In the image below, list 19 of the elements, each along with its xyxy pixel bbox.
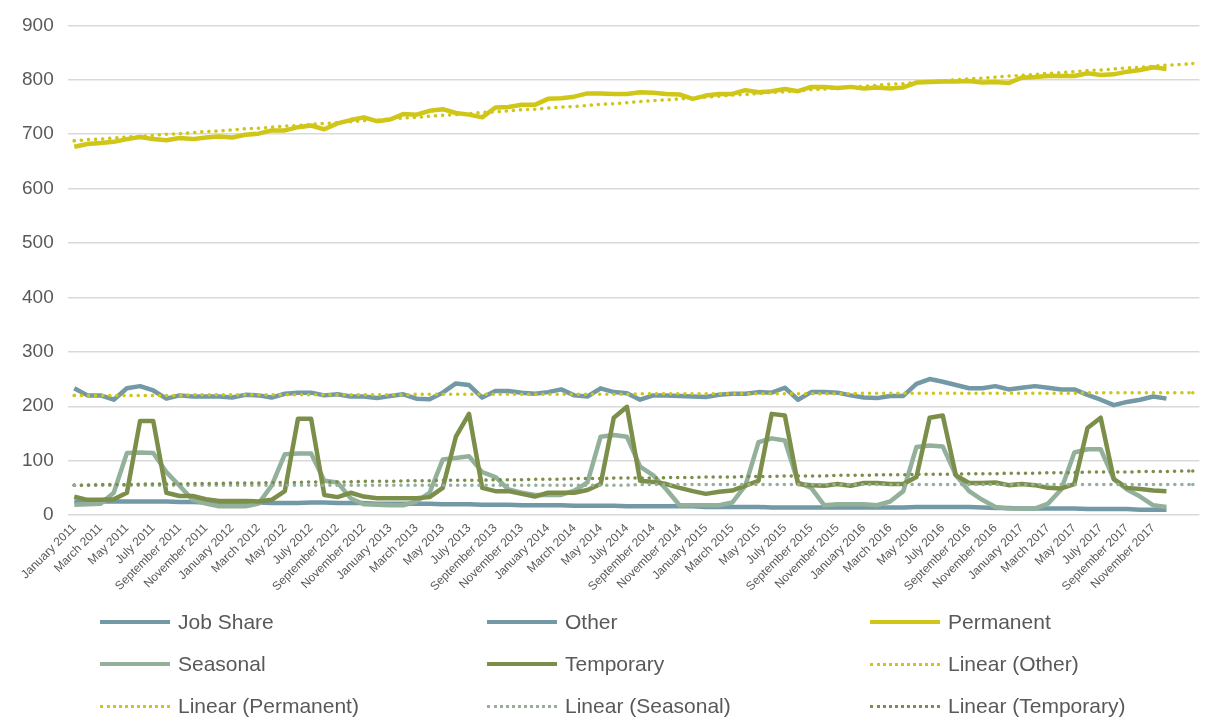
y-tick-label: 100 bbox=[22, 448, 54, 470]
legend-label: Linear (Permanent) bbox=[178, 694, 359, 718]
legend-label: Linear (Other) bbox=[948, 652, 1079, 676]
y-tick-label: 900 bbox=[22, 13, 54, 35]
legend-label: Linear (Seasonal) bbox=[565, 694, 731, 718]
legend-label: Linear (Temporary) bbox=[948, 694, 1126, 718]
y-tick-label: 800 bbox=[22, 68, 54, 90]
y-tick-label: 400 bbox=[22, 285, 54, 307]
legend-label: Temporary bbox=[565, 652, 665, 676]
y-tick-label: 300 bbox=[22, 340, 54, 362]
legend-label: Job Share bbox=[178, 610, 274, 634]
y-tick-label: 500 bbox=[22, 231, 54, 253]
y-tick-label: 600 bbox=[22, 176, 54, 198]
legend-label: Seasonal bbox=[178, 652, 266, 676]
legend-label: Other bbox=[565, 610, 618, 634]
y-tick-label: 0 bbox=[43, 503, 54, 525]
y-tick-label: 200 bbox=[22, 394, 54, 416]
legend-label: Permanent bbox=[948, 610, 1051, 634]
y-tick-label: 700 bbox=[22, 122, 54, 144]
